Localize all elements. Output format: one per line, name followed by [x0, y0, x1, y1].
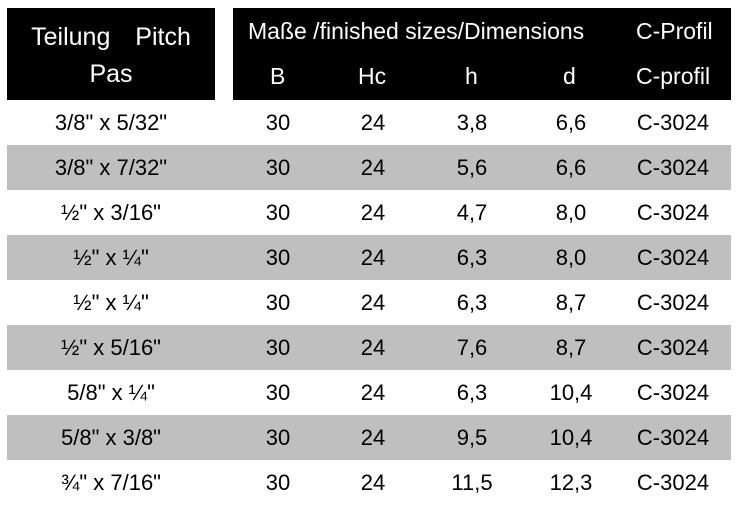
b-cell: 30 — [265, 380, 291, 405]
h-cell: 5,6 — [456, 155, 488, 180]
b-cell: 30 — [265, 470, 291, 495]
pitch-cell: ½" x 3/16" — [60, 200, 161, 225]
d-cell: 8,7 — [555, 335, 587, 360]
hc-cell: 24 — [360, 290, 386, 315]
pitch-header: Teilung Pitch Pas — [7, 8, 215, 100]
pitch-cell: ½" x ¼" — [73, 290, 149, 315]
profile-cell: C-3024 — [636, 380, 710, 405]
d-cell: 10,4 — [549, 380, 593, 405]
profile-cell: C-3024 — [636, 245, 710, 270]
hc-cell: 24 — [360, 245, 386, 270]
profile-cell: C-3024 — [636, 470, 710, 495]
table-row: 5/8" x 3/8" 30 24 9,5 10,4 C-3024 — [7, 415, 731, 460]
table-row: ½" x ¼" 30 24 6,3 8,0 C-3024 — [7, 235, 731, 280]
hc-cell: 24 — [360, 380, 386, 405]
table-row: 5/8" x ¼" 30 24 6,3 10,4 C-3024 — [7, 370, 731, 415]
column-header-hc: Hc — [358, 63, 387, 89]
b-cell: 30 — [265, 245, 291, 270]
table-row: ½" x ¼" 30 24 6,3 8,7 C-3024 — [7, 280, 731, 325]
b-cell: 30 — [265, 290, 291, 315]
hc-cell: 24 — [360, 110, 386, 135]
profile-cell: C-3024 — [636, 290, 710, 315]
hc-cell: 24 — [360, 155, 386, 180]
pitch-header-line2: Pas — [89, 60, 133, 88]
table-row: ½" x 5/16" 30 24 7,6 8,7 C-3024 — [7, 325, 731, 370]
pitch-cell: ½" x 5/16" — [60, 335, 161, 360]
dimensions-header: Maße /finished sizes/Dimensions C-Profil… — [233, 8, 731, 100]
pitch-cell: 5/8" x 3/8" — [60, 425, 161, 450]
column-header-d: d — [563, 63, 576, 89]
h-cell: 4,7 — [456, 200, 488, 225]
d-cell: 8,0 — [555, 245, 587, 270]
h-cell: 6,3 — [456, 290, 488, 315]
d-cell: 8,0 — [555, 200, 587, 225]
profile-cell: C-3024 — [636, 335, 710, 360]
b-cell: 30 — [265, 425, 291, 450]
h-cell: 11,5 — [451, 470, 493, 495]
h-cell: 3,8 — [456, 110, 488, 135]
table-row: 3/8" x 5/32" 30 24 3,8 6,6 C-3024 — [7, 100, 731, 145]
hc-cell: 24 — [360, 335, 386, 360]
pitch-cell: ¾" x 7/16" — [60, 470, 161, 495]
h-cell: 9,5 — [456, 425, 488, 450]
table-row: ½" x 3/16" 30 24 4,7 8,0 C-3024 — [7, 190, 731, 235]
b-cell: 30 — [265, 155, 291, 180]
profile-cell: C-3024 — [636, 200, 710, 225]
table-row: 3/8" x 7/32" 30 24 5,6 6,6 C-3024 — [7, 145, 731, 190]
d-cell: 6,6 — [555, 155, 587, 180]
d-cell: 6,6 — [555, 110, 587, 135]
hc-cell: 24 — [360, 200, 386, 225]
d-cell: 12,3 — [549, 470, 593, 495]
d-cell: 10,4 — [549, 425, 593, 450]
h-cell: 6,3 — [456, 380, 488, 405]
h-cell: 6,3 — [456, 245, 488, 270]
b-cell: 30 — [265, 335, 291, 360]
column-header-b: B — [270, 63, 286, 89]
profile-group-title: C-Profil — [636, 18, 713, 44]
table-row: ¾" x 7/16" 30 24 11,5 12,3 C-3024 — [7, 460, 731, 505]
pitch-header-line1: Teilung Pitch — [31, 23, 191, 51]
dimensions-group-title: Maße /finished sizes/Dimensions — [248, 18, 585, 44]
pitch-cell: 3/8" x 5/32" — [54, 110, 168, 135]
hc-cell: 24 — [360, 425, 386, 450]
pitch-cell: ½" x ¼" — [73, 245, 149, 270]
b-cell: 30 — [265, 200, 291, 225]
d-cell: 8,7 — [555, 290, 587, 315]
profile-cell: C-3024 — [636, 155, 710, 180]
column-header-c-profil: C-profil — [636, 63, 711, 89]
column-header-h: h — [465, 63, 478, 89]
profile-cell: C-3024 — [636, 425, 710, 450]
profile-cell: C-3024 — [636, 110, 710, 135]
pitch-cell: 3/8" x 7/32" — [54, 155, 168, 180]
h-cell: 7,6 — [456, 335, 488, 360]
hc-cell: 24 — [360, 470, 386, 495]
b-cell: 30 — [265, 110, 291, 135]
pitch-cell: 5/8" x ¼" — [67, 380, 155, 405]
